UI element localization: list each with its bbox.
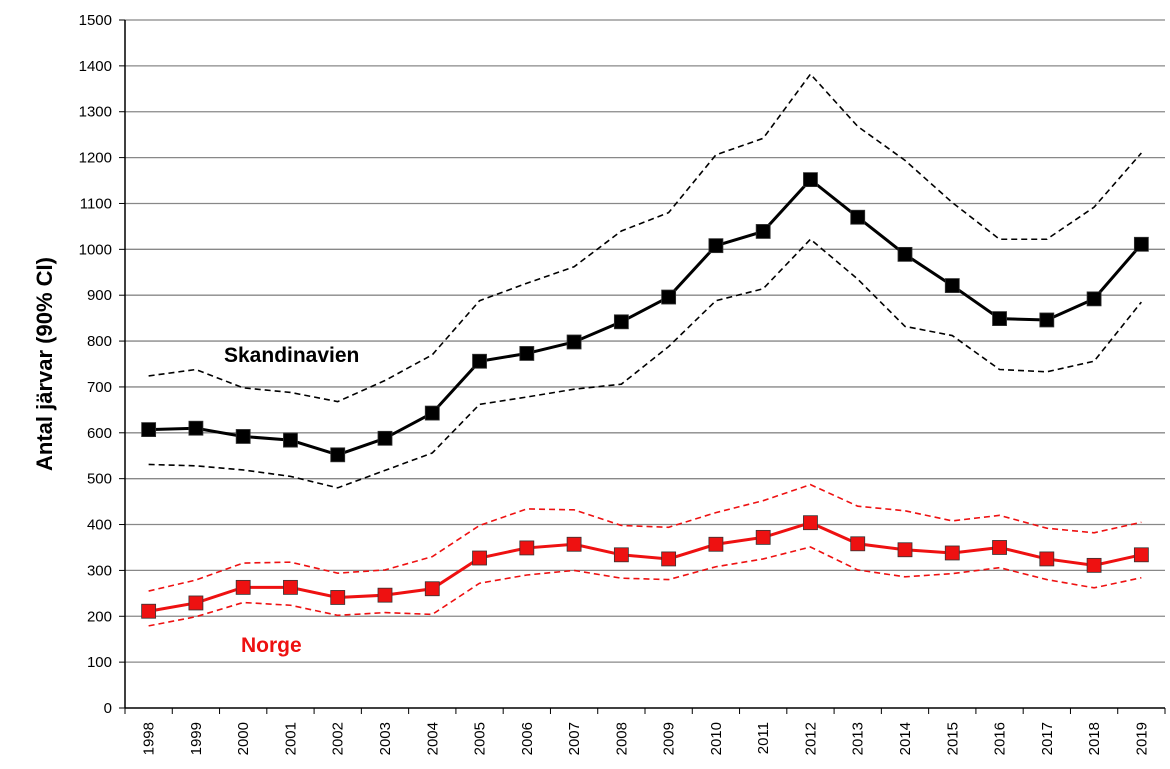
marker: [235, 579, 251, 595]
y-tick-label: 0: [104, 700, 112, 717]
x-tick-label: 2017: [1039, 722, 1056, 755]
x-tick-label: 2015: [944, 722, 961, 755]
x-tick-label: 2004: [424, 722, 441, 755]
marker: [377, 430, 393, 446]
series-line: [148, 521, 1142, 613]
y-tick-label: 600: [87, 425, 112, 442]
marker: [377, 587, 393, 603]
marker: [141, 603, 157, 619]
x-tick-label: 2011: [755, 722, 772, 754]
marker: [1086, 291, 1102, 307]
series-annotation: Norge: [241, 634, 302, 657]
x-tick-label: 2012: [802, 722, 819, 755]
marker: [235, 429, 251, 444]
y-axis-label: Antal järvar (90% CI): [32, 257, 57, 471]
y-tick-label: 1100: [80, 195, 112, 212]
x-tick-label: 2006: [519, 722, 536, 755]
marker: [566, 334, 582, 350]
x-tick-label: 2019: [1133, 722, 1150, 755]
y-tick-label: 1000: [79, 241, 112, 258]
x-tick-label: 2013: [850, 722, 867, 755]
marker: [661, 289, 677, 305]
marker: [944, 278, 960, 293]
series-line: [148, 177, 1143, 457]
marker: [424, 581, 440, 597]
marker: [897, 246, 913, 262]
y-tick-label: 300: [87, 562, 112, 579]
marker: [850, 536, 866, 552]
x-tick-label: 1998: [141, 722, 158, 755]
marker: [472, 353, 487, 369]
marker: [708, 238, 724, 254]
y-tick-label: 1400: [79, 58, 112, 75]
marker: [566, 536, 582, 552]
marker: [897, 542, 913, 558]
marker: [755, 529, 771, 545]
marker: [283, 579, 298, 595]
marker: [613, 314, 629, 330]
marker: [755, 224, 771, 239]
marker: [188, 420, 204, 436]
series-line: [148, 238, 1142, 489]
x-tick-label: 2014: [897, 722, 914, 755]
y-tick-label: 400: [87, 517, 112, 534]
marker: [519, 346, 535, 361]
x-tick-label: 2001: [282, 722, 299, 755]
series-annotation: Skandinavien: [224, 344, 359, 367]
y-tick-label: 200: [87, 608, 112, 625]
marker: [992, 540, 1007, 555]
y-tick-label: 1200: [79, 150, 112, 167]
marker: [613, 547, 629, 563]
marker: [188, 595, 204, 611]
marker: [330, 447, 346, 463]
y-tick-label: 100: [87, 654, 112, 671]
marker: [944, 545, 960, 561]
marker: [519, 540, 535, 556]
series-line: [148, 546, 1142, 627]
y-tick-label: 700: [87, 379, 112, 396]
x-tick-label: 2007: [566, 722, 583, 755]
marker: [283, 432, 298, 448]
marker: [1039, 551, 1055, 567]
y-tick-label: 1300: [79, 104, 112, 121]
x-tick-label: 2016: [992, 722, 1009, 755]
series-line: [148, 483, 1142, 592]
marker: [141, 422, 157, 437]
marker: [708, 536, 724, 552]
marker: [1133, 547, 1149, 563]
x-tick-label: 2018: [1086, 722, 1103, 755]
x-tick-label: 1999: [188, 722, 205, 755]
y-tick-label: 900: [87, 287, 112, 304]
x-tick-label: 2003: [377, 722, 394, 755]
x-tick-label: 2010: [708, 722, 725, 755]
x-tick-label: 2005: [472, 722, 489, 755]
x-tick-label: 2008: [613, 722, 630, 755]
marker: [803, 515, 818, 531]
marker: [424, 405, 440, 421]
marker: [1039, 312, 1055, 328]
marker: [1086, 557, 1102, 573]
y-tick-label: 500: [87, 471, 112, 488]
marker: [330, 590, 346, 605]
y-tick-label: 800: [87, 333, 112, 350]
x-tick-label: 2009: [661, 722, 678, 755]
y-tick-label: 1500: [79, 12, 112, 29]
marker: [850, 209, 866, 225]
marker: [1133, 236, 1149, 252]
x-tick-label: 2002: [330, 722, 347, 755]
x-tick-label: 2000: [235, 722, 252, 755]
marker: [992, 311, 1007, 326]
marker: [472, 550, 487, 566]
marker: [661, 551, 677, 567]
marker: [803, 172, 818, 188]
